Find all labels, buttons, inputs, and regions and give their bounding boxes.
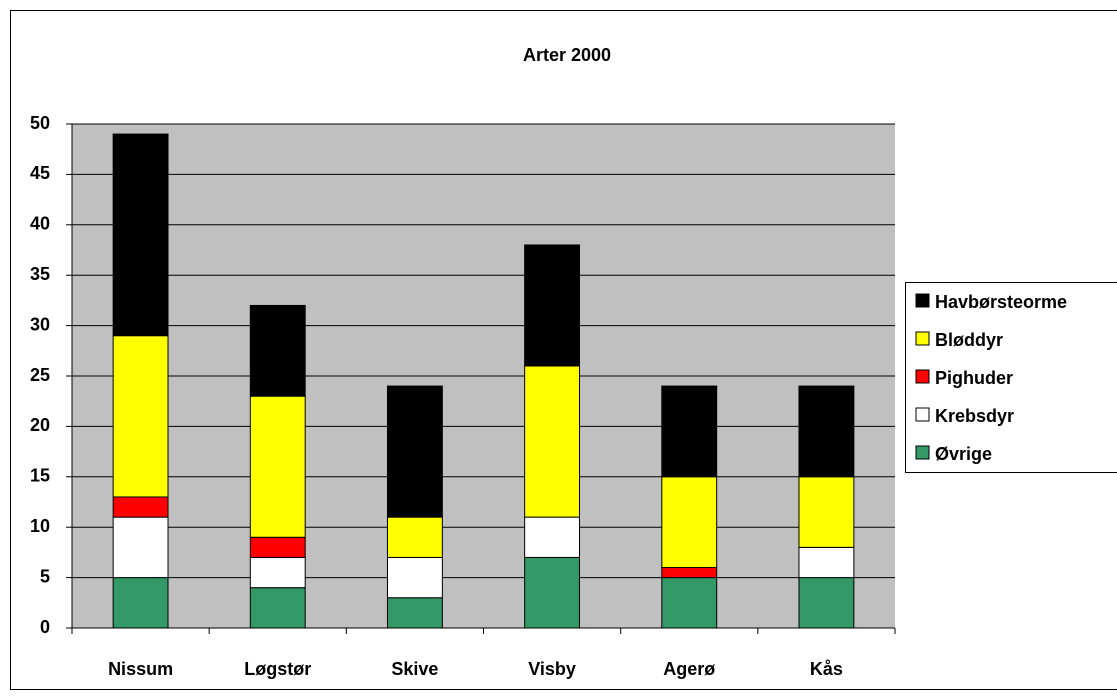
bar-segment <box>798 385 855 478</box>
legend-swatch <box>915 445 930 460</box>
chart-title: Arter 2000 <box>523 45 611 65</box>
bar-segment <box>249 395 306 538</box>
x-tick-label: Nissum <box>108 659 173 679</box>
x-tick-label: Kås <box>810 659 843 679</box>
bar-segment <box>798 546 855 579</box>
bar-segment <box>798 577 855 629</box>
bar-segment <box>386 385 443 518</box>
bar-segment <box>112 133 169 337</box>
bar-segment <box>386 597 443 629</box>
bar-segment <box>249 536 306 558</box>
y-tick-label: 20 <box>30 415 50 435</box>
bar-segment <box>112 335 169 498</box>
legend-label: Øvrige <box>935 444 992 464</box>
bar-segment <box>249 587 306 629</box>
legend-label: Krebsdyr <box>935 406 1014 426</box>
bar-segment <box>661 385 718 478</box>
bar-segment <box>249 304 306 397</box>
legend-label: Pighuder <box>935 368 1013 388</box>
bar-segment <box>112 496 169 518</box>
bar-segment <box>524 244 581 367</box>
legend-label: Havbørsteorme <box>935 292 1067 312</box>
bar-segment <box>386 556 443 599</box>
bar-segment <box>112 516 169 579</box>
y-tick-label: 10 <box>30 516 50 536</box>
x-tick-label: Skive <box>391 659 438 679</box>
y-tick-label: 35 <box>30 264 50 284</box>
bar-segment <box>661 476 718 569</box>
bar-segment <box>249 556 306 589</box>
bar-segment <box>661 577 718 629</box>
bar-segment <box>524 365 581 518</box>
x-tick-label: Agerø <box>663 659 715 679</box>
bar-segment <box>524 516 581 558</box>
bar-segment <box>112 577 169 629</box>
bar-segment <box>386 516 443 558</box>
y-tick-label: 40 <box>30 214 50 234</box>
x-tick-label: Visby <box>528 659 576 679</box>
y-tick-label: 5 <box>40 566 50 586</box>
legend-swatch <box>915 407 930 422</box>
bar-segment <box>661 567 718 579</box>
legend-swatch <box>915 369 930 384</box>
y-tick-label: 50 <box>30 113 50 133</box>
y-tick-label: 30 <box>30 314 50 334</box>
y-tick-label: 45 <box>30 163 50 183</box>
y-tick-label: 0 <box>40 617 50 637</box>
legend-swatch <box>915 331 930 346</box>
x-tick-label: Løgstør <box>244 659 311 679</box>
bar-segment <box>524 556 581 629</box>
legend-box <box>905 282 1117 473</box>
bar-segment <box>798 476 855 548</box>
legend-label: Bløddyr <box>935 330 1003 350</box>
y-tick-label: 25 <box>30 365 50 385</box>
y-tick-label: 15 <box>30 466 50 486</box>
legend-swatch <box>915 293 930 308</box>
